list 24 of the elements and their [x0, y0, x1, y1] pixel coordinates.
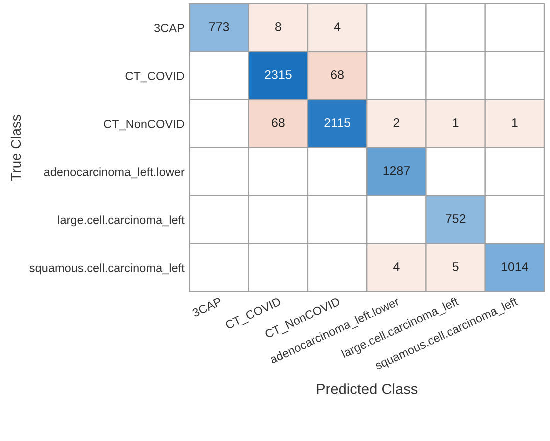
data-label: 5 — [452, 262, 459, 272]
data-label: 1 — [512, 118, 518, 128]
y-tick-label: large.cell.carcinoma_left — [58, 216, 185, 227]
y-tick-label: squamous.cell.carcinoma_left — [30, 264, 185, 275]
data-label: 773 — [210, 22, 230, 32]
data-label: 2315 — [265, 70, 292, 80]
data-label: 2 — [394, 118, 400, 128]
data-label: 1 — [453, 118, 459, 128]
data-label: 68 — [331, 70, 344, 80]
data-label: 68 — [272, 118, 285, 128]
y-tick-label: CT_COVID — [126, 72, 184, 83]
data-label: 4 — [334, 22, 341, 32]
data-label: 1287 — [384, 166, 410, 176]
data-label: 1014 — [502, 262, 528, 272]
data-label: 2115 — [324, 118, 350, 128]
y-tick-label: adenocarcinoma_left.lower — [44, 168, 185, 179]
data-label: 8 — [276, 22, 282, 32]
data-label: 752 — [446, 214, 466, 224]
y-axis-title: True Class — [10, 115, 22, 181]
data-label: 4 — [394, 262, 400, 272]
x-tick-label: 3CAP — [192, 297, 222, 318]
y-tick-label: 3CAP — [154, 24, 184, 32]
y-tick-label: CT_NonCOVID — [104, 120, 184, 131]
x-axis-title: Predicted Class — [317, 384, 418, 394]
